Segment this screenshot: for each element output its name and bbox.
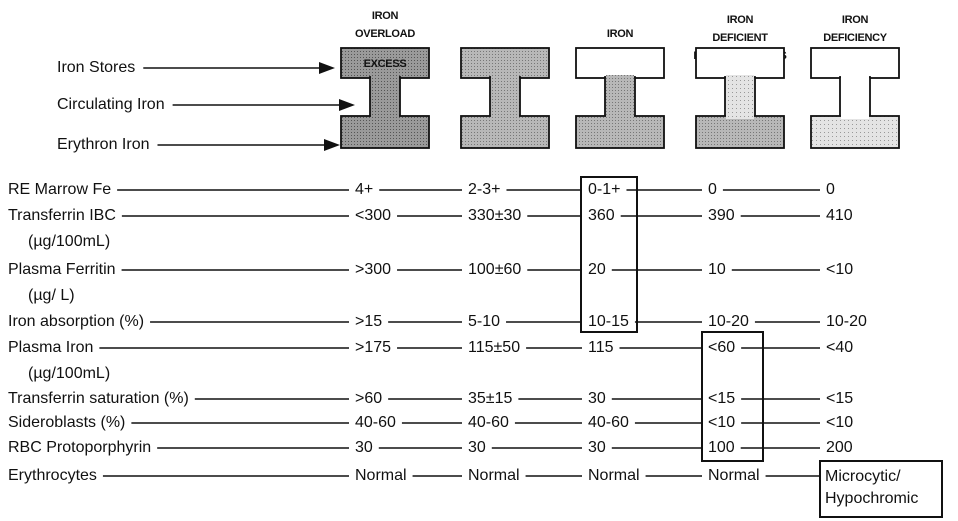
badge: EXCESS (364, 58, 407, 70)
cell-value: 10-20 (708, 313, 749, 330)
cell-value: 5-10 (468, 313, 500, 330)
column-header: IRON (842, 14, 869, 26)
cell-value: 100±60 (468, 261, 521, 278)
cell-value: Normal (588, 467, 640, 484)
web-joint (726, 75, 754, 119)
cell-value: 10 (708, 261, 726, 278)
stores-flange (696, 48, 784, 78)
cell-value: 200 (826, 439, 853, 456)
row-label: Sideroblasts (%) (8, 414, 125, 431)
column-header: OVERLOAD (355, 28, 415, 40)
cell-value: 100 (708, 439, 735, 456)
row-label: Transferrin IBC (8, 207, 116, 224)
cell-value: 30 (468, 439, 486, 456)
row-label: Erythrocytes (8, 467, 97, 484)
cell-value: 330±30 (468, 207, 521, 224)
cell-value: <10 (826, 261, 853, 278)
cell-value: 390 (708, 207, 735, 224)
cell-value: <15 (708, 390, 735, 407)
web-joint (841, 75, 869, 119)
cell-value: 30 (588, 439, 606, 456)
column-header: IRON (607, 28, 634, 40)
column-header: DEFICIENCY (823, 32, 888, 44)
row-label: Iron absorption (%) (8, 313, 144, 330)
cell-value: 0 (826, 181, 835, 198)
cell-value: 20 (588, 261, 606, 278)
row-label: Plasma Iron (8, 339, 93, 356)
cell-value: 40-60 (588, 414, 629, 431)
column-header: DEFICIENT (712, 32, 768, 44)
cell-value: 40-60 (355, 414, 396, 431)
cell-value: >175 (355, 339, 391, 356)
iron-status-diagram: IRONOVERLOADEXCESSNORMALIRONDEPLETIONIRO… (0, 0, 958, 521)
cell-value: 30 (355, 439, 373, 456)
cell-value: 30 (588, 390, 606, 407)
cell-value: 2-3+ (468, 181, 500, 198)
column-header: IRON (727, 14, 754, 26)
compartment-label: Erythron Iron (57, 136, 149, 153)
cell-value: <10 (826, 414, 853, 431)
cell-value: <300 (355, 207, 391, 224)
cell-value: 410 (826, 207, 853, 224)
depletion-box (581, 177, 637, 332)
cell-value: Normal (708, 467, 760, 484)
value-box: Microcytic/ Hypochromic (819, 460, 943, 518)
column-header: IRON (372, 10, 399, 22)
arrow-head (339, 99, 355, 111)
cell-value: 10-20 (826, 313, 867, 330)
cell-value: >60 (355, 390, 382, 407)
cell-value: Normal (355, 467, 407, 484)
row-label: Transferrin saturation (%) (8, 390, 189, 407)
cell-value: <15 (826, 390, 853, 407)
cell-value: 35±15 (468, 390, 512, 407)
erythron-flange (341, 116, 429, 148)
web-joint (491, 75, 519, 119)
cell-value: <40 (826, 339, 853, 356)
stores-flange (576, 48, 664, 78)
diagram: IRONOVERLOADEXCESSNORMALIRONDEPLETIONIRO… (0, 0, 958, 521)
erythron-flange (461, 116, 549, 148)
row-unit: (µg/100mL) (28, 365, 110, 382)
row-unit: (µg/ L) (28, 287, 75, 304)
cell-value: 4+ (355, 181, 373, 198)
erythron-flange (811, 116, 899, 148)
compartment-label: Circulating Iron (57, 96, 165, 113)
stores-flange (461, 48, 549, 78)
stores-flange (811, 48, 899, 78)
row-label: RBC Protoporphyrin (8, 439, 151, 456)
cell-value: 115±50 (468, 339, 520, 356)
cell-value: 10-15 (588, 313, 629, 330)
arrow-head (324, 139, 340, 151)
compartment-label: Iron Stores (57, 59, 135, 76)
cell-value: 40-60 (468, 414, 509, 431)
web-joint (371, 75, 399, 119)
cell-value: Normal (468, 467, 520, 484)
web-joint (606, 75, 634, 119)
cell-value: >15 (355, 313, 382, 330)
cell-value: 0 (708, 181, 717, 198)
arrow-head (319, 62, 335, 74)
row-unit: (µg/100mL) (28, 233, 110, 250)
erythron-flange (696, 116, 784, 148)
cell-value: >300 (355, 261, 391, 278)
cell-value: 0-1+ (588, 181, 620, 198)
erythron-flange (576, 116, 664, 148)
cell-value: <10 (708, 414, 735, 431)
row-label: Plasma Ferritin (8, 261, 116, 278)
cell-value: 360 (588, 207, 615, 224)
row-label: RE Marrow Fe (8, 181, 111, 198)
cell-value: 115 (588, 339, 614, 356)
cell-value: <60 (708, 339, 735, 356)
